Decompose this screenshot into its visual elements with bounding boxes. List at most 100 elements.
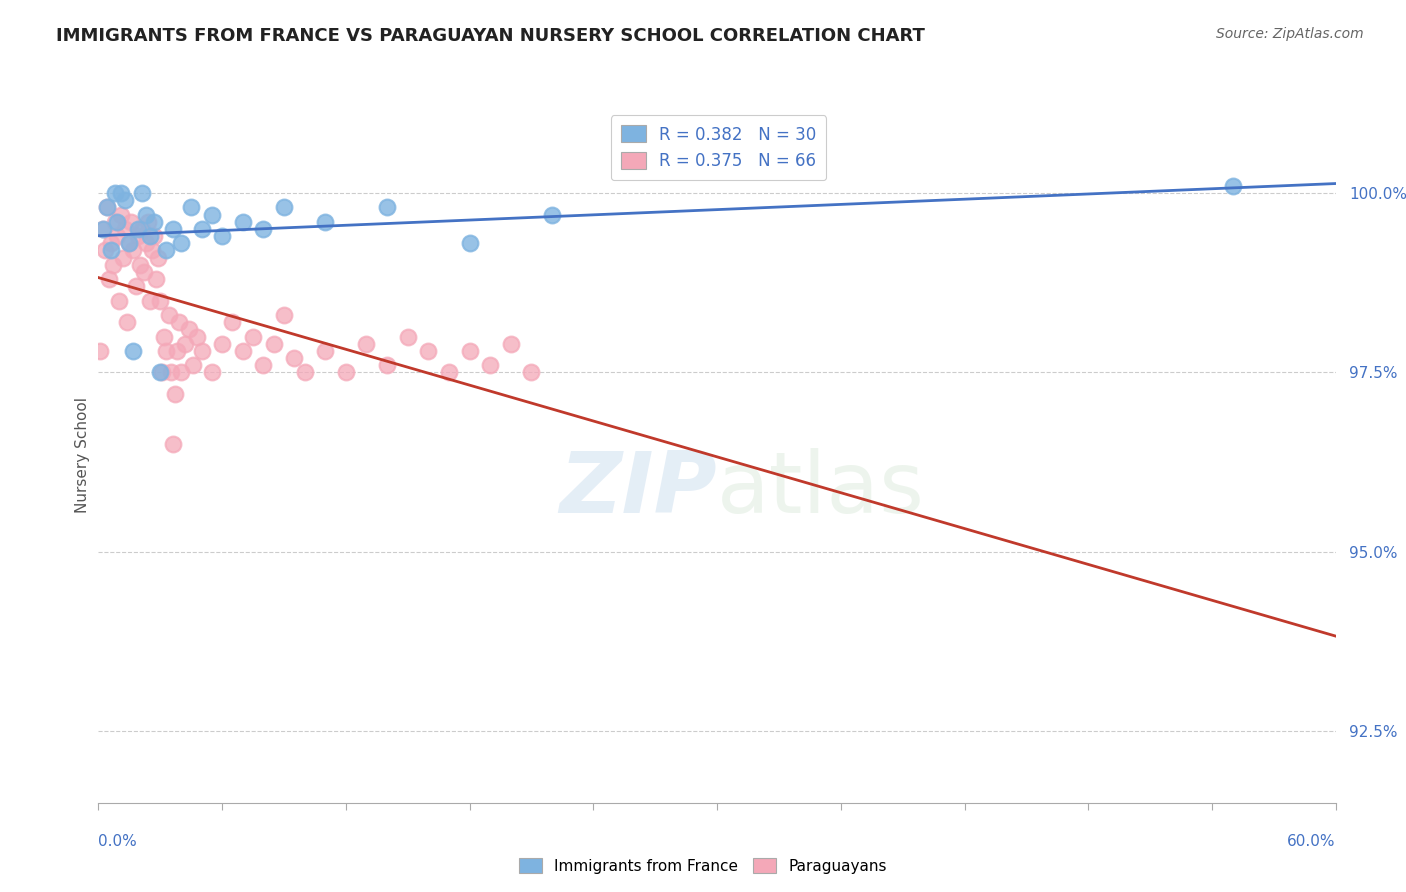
Point xyxy=(162,437,184,451)
Y-axis label: Nursery School: Nursery School xyxy=(75,397,90,513)
Point xyxy=(132,265,155,279)
Point xyxy=(97,272,120,286)
Point xyxy=(145,272,167,286)
Point xyxy=(201,366,224,380)
Point xyxy=(128,258,150,272)
Point xyxy=(150,366,173,380)
Point xyxy=(541,208,564,222)
Point xyxy=(91,222,114,236)
Point xyxy=(135,236,157,251)
Point xyxy=(127,222,149,236)
Point xyxy=(180,201,202,215)
Point xyxy=(458,343,481,358)
Point xyxy=(127,229,149,244)
Point xyxy=(1222,178,1244,193)
Point xyxy=(149,293,172,308)
Point xyxy=(148,251,170,265)
Point xyxy=(174,336,197,351)
Point xyxy=(232,343,254,358)
Point xyxy=(242,329,264,343)
Point xyxy=(110,186,132,200)
Point xyxy=(108,293,131,308)
Point xyxy=(283,351,305,365)
Point xyxy=(458,236,481,251)
Point xyxy=(122,343,145,358)
Point xyxy=(110,208,132,222)
Point xyxy=(273,308,295,322)
Point xyxy=(139,229,162,244)
Point xyxy=(159,366,181,380)
Point xyxy=(96,201,118,215)
Text: IMMIGRANTS FROM FRANCE VS PARAGUAYAN NURSERY SCHOOL CORRELATION CHART: IMMIGRANTS FROM FRANCE VS PARAGUAYAN NUR… xyxy=(56,27,925,45)
Point xyxy=(167,315,190,329)
Point xyxy=(211,229,233,244)
Point xyxy=(232,215,254,229)
Point xyxy=(143,215,166,229)
Text: Source: ZipAtlas.com: Source: ZipAtlas.com xyxy=(1216,27,1364,41)
Point xyxy=(114,194,136,208)
Text: ZIP: ZIP xyxy=(560,448,717,532)
Point xyxy=(181,358,204,372)
Point xyxy=(179,322,201,336)
Point xyxy=(135,208,157,222)
Point xyxy=(136,215,159,229)
Point xyxy=(263,336,285,351)
Point xyxy=(396,329,419,343)
Point xyxy=(101,258,124,272)
Point xyxy=(89,343,111,358)
Point xyxy=(117,315,139,329)
Point xyxy=(294,366,316,380)
Text: atlas: atlas xyxy=(717,448,925,532)
Point xyxy=(104,215,127,229)
Legend: Immigrants from France, Paraguayans: Immigrants from France, Paraguayans xyxy=(513,852,893,880)
Point xyxy=(520,366,543,380)
Point xyxy=(190,222,212,236)
Point xyxy=(118,236,141,251)
Point xyxy=(141,244,163,258)
Point xyxy=(104,186,127,200)
Point xyxy=(190,343,212,358)
Point xyxy=(100,236,122,251)
Point xyxy=(499,336,522,351)
Point xyxy=(100,244,122,258)
Point xyxy=(122,244,145,258)
Point xyxy=(139,293,162,308)
Point xyxy=(186,329,208,343)
Point xyxy=(157,308,180,322)
Point xyxy=(375,358,398,372)
Point xyxy=(131,222,153,236)
Point xyxy=(153,329,176,343)
Point xyxy=(437,366,460,380)
Point xyxy=(201,208,224,222)
Point xyxy=(93,244,115,258)
Point xyxy=(314,215,336,229)
Point xyxy=(118,236,141,251)
Point xyxy=(155,343,177,358)
Point xyxy=(114,222,136,236)
Point xyxy=(105,215,128,229)
Point xyxy=(221,315,243,329)
Point xyxy=(170,366,193,380)
Text: 60.0%: 60.0% xyxy=(1288,834,1336,849)
Point xyxy=(124,279,146,293)
Point xyxy=(131,186,153,200)
Point xyxy=(166,343,188,358)
Point xyxy=(96,201,118,215)
Point xyxy=(273,201,295,215)
Point xyxy=(170,236,193,251)
Point xyxy=(252,222,274,236)
Point xyxy=(149,366,172,380)
Point xyxy=(252,358,274,372)
Point xyxy=(418,343,440,358)
Point xyxy=(356,336,378,351)
Point xyxy=(314,343,336,358)
Legend: R = 0.382   N = 30, R = 0.375   N = 66: R = 0.382 N = 30, R = 0.375 N = 66 xyxy=(610,115,827,180)
Point xyxy=(105,229,128,244)
Point xyxy=(479,358,502,372)
Point xyxy=(120,215,142,229)
Text: 0.0%: 0.0% xyxy=(98,834,138,849)
Point xyxy=(211,336,233,351)
Point xyxy=(163,387,186,401)
Point xyxy=(162,222,184,236)
Point xyxy=(335,366,357,380)
